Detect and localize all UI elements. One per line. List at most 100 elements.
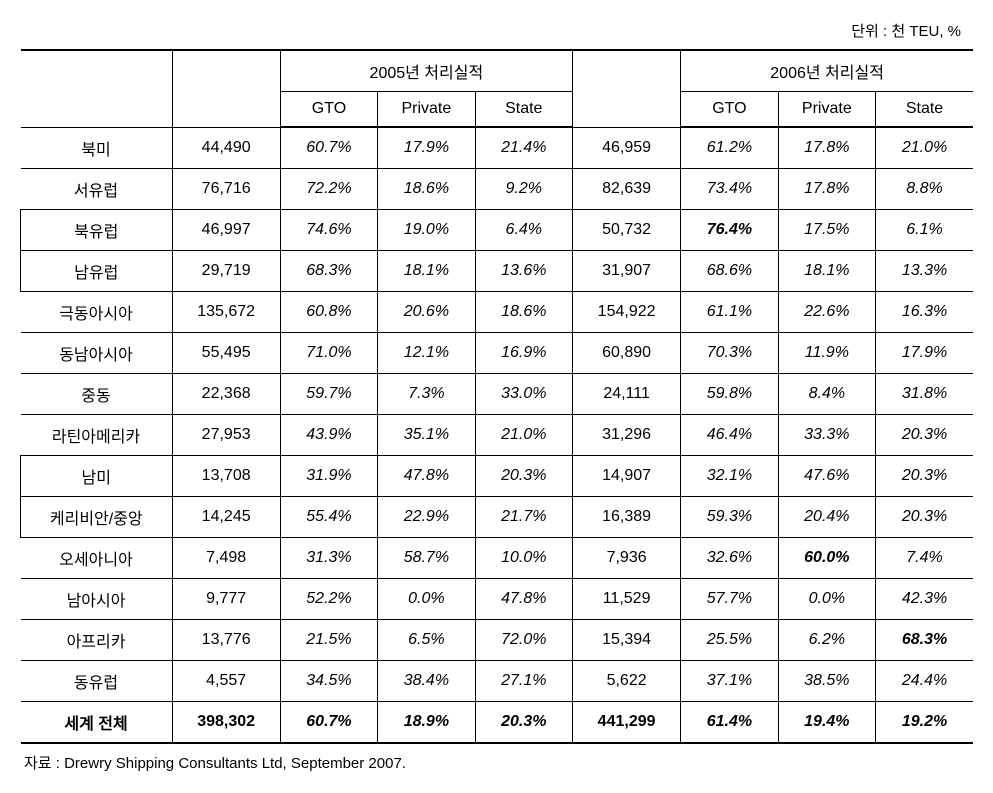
data-cell: 68.3%	[876, 619, 973, 660]
data-cell: 18.6%	[378, 168, 475, 209]
data-cell: 22,368	[172, 373, 280, 414]
table-row: 중동22,36859.7%7.3%33.0%24,11159.8%8.4%31.…	[21, 373, 974, 414]
data-cell: 21.0%	[475, 414, 572, 455]
data-cell: 38.5%	[778, 660, 875, 701]
data-cell: 9.2%	[475, 168, 572, 209]
data-cell: 33.0%	[475, 373, 572, 414]
data-cell: 32.6%	[681, 537, 778, 578]
data-cell: 35.1%	[378, 414, 475, 455]
data-cell: 0.0%	[778, 578, 875, 619]
data-cell: 18.1%	[778, 250, 875, 291]
data-cell: 11.9%	[778, 332, 875, 373]
data-cell: 46.4%	[681, 414, 778, 455]
data-cell: 6.4%	[475, 209, 572, 250]
data-cell: 72.0%	[475, 619, 572, 660]
data-cell: 61.4%	[681, 701, 778, 743]
data-cell: 76.4%	[681, 209, 778, 250]
data-cell: 17.5%	[778, 209, 875, 250]
data-cell: 17.9%	[876, 332, 973, 373]
data-cell: 20.4%	[778, 496, 875, 537]
data-cell: 19.0%	[378, 209, 475, 250]
data-cell: 43.9%	[280, 414, 377, 455]
region-cell: 극동아시아	[21, 291, 173, 332]
data-cell: 47.8%	[378, 455, 475, 496]
data-cell: 61.1%	[681, 291, 778, 332]
data-cell: 55,495	[172, 332, 280, 373]
table-row: 남아시아9,77752.2%0.0%47.8%11,52957.7%0.0%42…	[21, 578, 974, 619]
data-cell: 60.7%	[280, 701, 377, 743]
data-cell: 6.5%	[378, 619, 475, 660]
data-cell: 6.2%	[778, 619, 875, 660]
data-cell: 57.7%	[681, 578, 778, 619]
data-cell: 20.6%	[378, 291, 475, 332]
data-cell: 22.9%	[378, 496, 475, 537]
table-row: 북유럽46,99774.6%19.0%6.4%50,73276.4%17.5%6…	[21, 209, 974, 250]
data-cell: 47.6%	[778, 455, 875, 496]
header-state-2005: State	[475, 92, 572, 128]
table-row: 케리비안/중앙14,24555.4%22.9%21.7%16,38959.3%2…	[21, 496, 974, 537]
table-row: 동유럽4,55734.5%38.4%27.1%5,62237.1%38.5%24…	[21, 660, 974, 701]
data-cell: 32.1%	[681, 455, 778, 496]
data-cell: 11,529	[572, 578, 680, 619]
region-cell: 동유럽	[21, 660, 173, 701]
data-cell: 46,997	[172, 209, 280, 250]
data-cell: 21.0%	[876, 127, 973, 168]
data-cell: 27,953	[172, 414, 280, 455]
table-row: 오세아니아7,49831.3%58.7%10.0%7,93632.6%60.0%…	[21, 537, 974, 578]
data-cell: 68.3%	[280, 250, 377, 291]
data-cell: 55.4%	[280, 496, 377, 537]
region-cell: 북미	[21, 127, 173, 168]
data-table: 2005년 처리실적 2006년 처리실적 GTO Private State …	[20, 49, 973, 744]
data-cell: 17.8%	[778, 168, 875, 209]
data-cell: 7.3%	[378, 373, 475, 414]
region-cell: 중동	[21, 373, 173, 414]
region-cell: 서유럽	[21, 168, 173, 209]
data-cell: 72.2%	[280, 168, 377, 209]
data-cell: 24.4%	[876, 660, 973, 701]
data-cell: 58.7%	[378, 537, 475, 578]
region-cell: 북유럽	[21, 209, 173, 250]
header-state-2006: State	[876, 92, 973, 128]
header-year-2005: 2005년 처리실적	[280, 50, 572, 92]
data-cell: 398,302	[172, 701, 280, 743]
data-cell: 21.5%	[280, 619, 377, 660]
data-cell: 14,245	[172, 496, 280, 537]
data-cell: 27.1%	[475, 660, 572, 701]
data-cell: 33.3%	[778, 414, 875, 455]
region-cell: 케리비안/중앙	[21, 496, 173, 537]
data-cell: 5,622	[572, 660, 680, 701]
data-cell: 13.3%	[876, 250, 973, 291]
data-cell: 12.1%	[378, 332, 475, 373]
data-cell: 61.2%	[681, 127, 778, 168]
region-cell: 오세아니아	[21, 537, 173, 578]
data-cell: 441,299	[572, 701, 680, 743]
data-cell: 8.4%	[778, 373, 875, 414]
region-cell: 아프리카	[21, 619, 173, 660]
data-cell: 135,672	[172, 291, 280, 332]
header-gto-2005: GTO	[280, 92, 377, 128]
data-cell: 21.4%	[475, 127, 572, 168]
data-cell: 73.4%	[681, 168, 778, 209]
region-cell: 남유럽	[21, 250, 173, 291]
data-cell: 20.3%	[876, 455, 973, 496]
header-private-2005: Private	[378, 92, 475, 128]
table-row: 라틴아메리카27,95343.9%35.1%21.0%31,29646.4%33…	[21, 414, 974, 455]
data-cell: 70.3%	[681, 332, 778, 373]
data-cell: 47.8%	[475, 578, 572, 619]
data-cell: 22.6%	[778, 291, 875, 332]
data-cell: 6.1%	[876, 209, 973, 250]
data-cell: 38.4%	[378, 660, 475, 701]
data-cell: 0.0%	[378, 578, 475, 619]
data-cell: 18.1%	[378, 250, 475, 291]
data-cell: 4,557	[172, 660, 280, 701]
table-row: 극동아시아135,67260.8%20.6%18.6%154,92261.1%2…	[21, 291, 974, 332]
data-cell: 31.9%	[280, 455, 377, 496]
data-cell: 16.3%	[876, 291, 973, 332]
header-total2005-blank	[172, 50, 280, 127]
data-cell: 13,708	[172, 455, 280, 496]
data-cell: 31.3%	[280, 537, 377, 578]
data-cell: 8.8%	[876, 168, 973, 209]
table-row: 동남아시아55,49571.0%12.1%16.9%60,89070.3%11.…	[21, 332, 974, 373]
header-gto-2006: GTO	[681, 92, 778, 128]
data-cell: 7,498	[172, 537, 280, 578]
